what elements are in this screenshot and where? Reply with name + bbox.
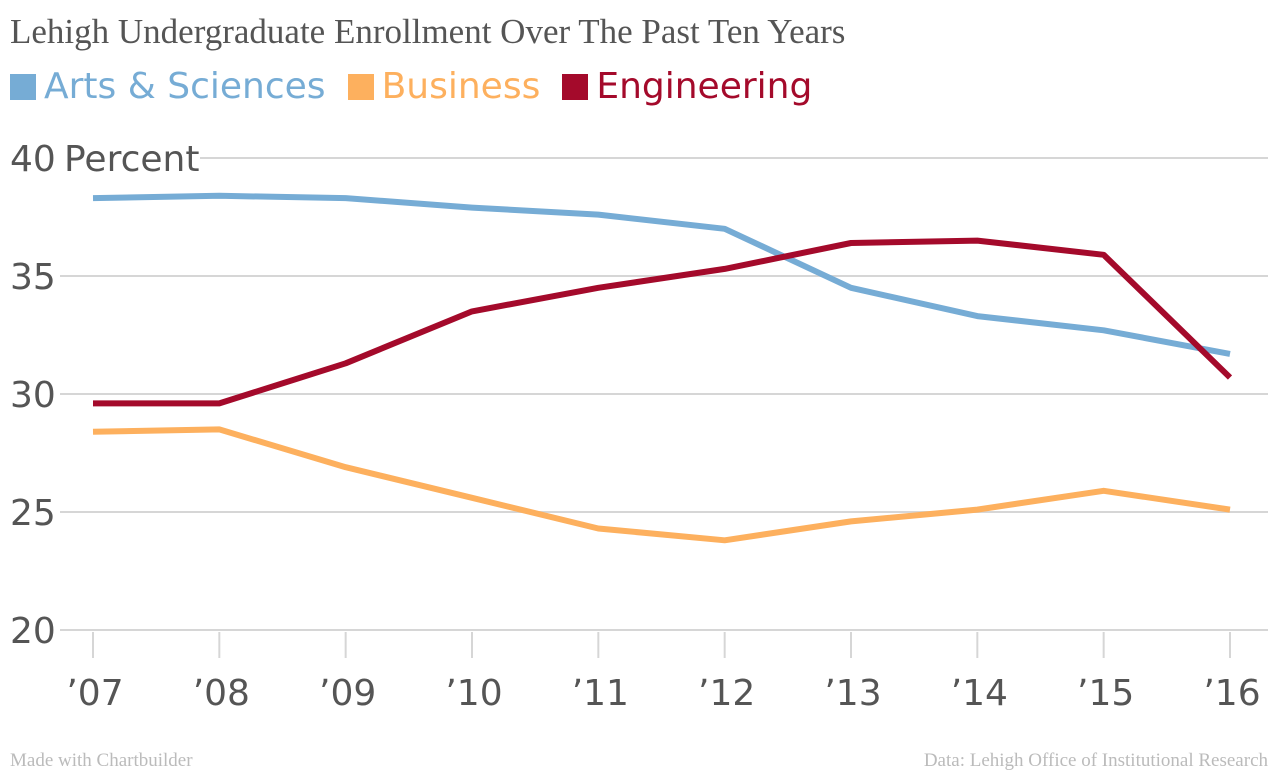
y-tick-label: 25 [10, 493, 56, 534]
series-line-arts-sciences [92, 192, 1231, 357]
legend-swatch-arts-sciences [10, 73, 36, 100]
x-tick-label: ’07 [66, 673, 123, 714]
x-tick-label: ’16 [1203, 673, 1260, 714]
y-tick-label: 30 [10, 375, 56, 416]
legend-swatch-engineering [562, 73, 589, 100]
y-axis-label: Percent [64, 139, 199, 180]
legend-label-engineering: Engineering [596, 66, 813, 107]
series-line-business [92, 426, 1231, 544]
x-tick-label: ’11 [572, 673, 629, 714]
x-tick-label: ’14 [951, 673, 1008, 714]
data-source: Data: Lehigh Office of Institutional Res… [923, 750, 1268, 771]
legend-item-engineering: Engineering [562, 66, 812, 107]
legend-item-arts-sciences: Arts & Sciences [10, 66, 326, 107]
legend-label-arts-sciences: Arts & Sciences [44, 66, 326, 107]
chart-legend: Arts & Sciences Business Engineering [10, 66, 834, 107]
x-tick-label: ’09 [319, 673, 376, 714]
y-tick-label: 40 [10, 139, 56, 180]
chart-title: Lehigh Undergraduate Enrollment Over The… [10, 12, 846, 51]
chartbuilder-credit: Made with Chartbuilder [10, 750, 193, 771]
legend-item-business: Business [347, 66, 541, 107]
legend-swatch-business [347, 73, 374, 100]
x-tick-label: ’12 [698, 673, 755, 714]
x-tick-label: ’08 [193, 673, 250, 714]
x-tick-label: ’10 [445, 673, 502, 714]
x-tick-label: ’15 [1077, 673, 1134, 714]
legend-label-business: Business [381, 66, 541, 107]
y-tick-label: 35 [10, 257, 56, 298]
series-line-engineering [93, 237, 1233, 407]
y-tick-label: 20 [10, 611, 56, 652]
x-tick-label: ’13 [824, 673, 881, 714]
